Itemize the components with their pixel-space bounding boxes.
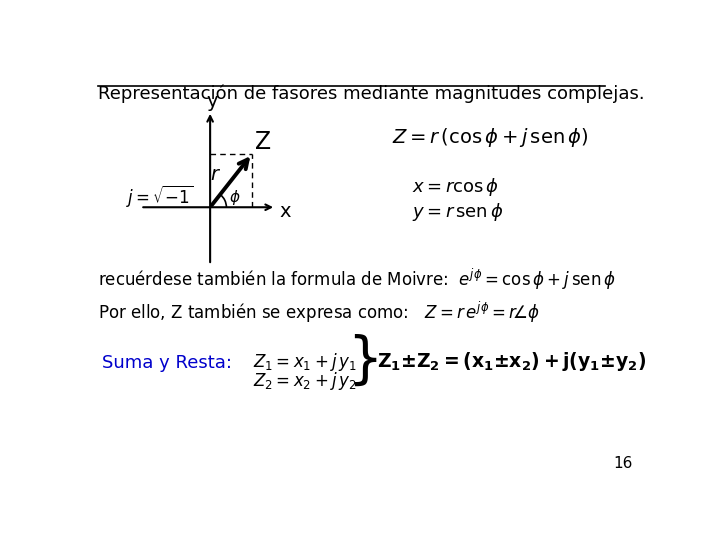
Text: r: r bbox=[211, 165, 219, 184]
Text: Z: Z bbox=[255, 130, 271, 154]
Text: x: x bbox=[280, 201, 292, 221]
Text: $Z_2 = x_2 + j\,y_2$: $Z_2 = x_2 + j\,y_2$ bbox=[253, 370, 356, 393]
Text: 16: 16 bbox=[613, 456, 632, 471]
Text: recuérdese también la formula de Moivre:  $e^{j\phi} = \cos\phi + j\,\mathrm{sen: recuérdese también la formula de Moivre:… bbox=[98, 267, 616, 292]
Text: }: } bbox=[348, 334, 383, 388]
Text: $x = r\cos\phi$: $x = r\cos\phi$ bbox=[412, 177, 499, 198]
Text: $Z = r\,(\cos\phi + j\,\mathrm{sen}\,\phi)$: $Z = r\,(\cos\phi + j\,\mathrm{sen}\,\ph… bbox=[392, 126, 589, 150]
Text: Suma y Resta:: Suma y Resta: bbox=[102, 354, 232, 372]
Text: $\phi$: $\phi$ bbox=[229, 188, 240, 207]
Text: Por ello, Z también se expresa como:   $Z = r\,e^{j\phi} = r\!\angle\phi$: Por ello, Z también se expresa como: $Z … bbox=[98, 300, 540, 325]
Text: $j = \sqrt{-1}$: $j = \sqrt{-1}$ bbox=[127, 183, 194, 208]
Text: $y = r\,\mathrm{sen}\,\phi$: $y = r\,\mathrm{sen}\,\phi$ bbox=[412, 201, 503, 223]
Text: y: y bbox=[207, 92, 218, 111]
Text: $\mathbf{Z_1{\pm}Z_2{=}(x_1{\pm}x_2)+j(y_1{\pm}y_2)}$: $\mathbf{Z_1{\pm}Z_2{=}(x_1{\pm}x_2)+j(y… bbox=[377, 350, 646, 373]
Text: Representación de fasores mediante magnitudes complejas.: Representación de fasores mediante magni… bbox=[98, 84, 644, 103]
Text: $Z_1 = x_1 + j\,y_1$: $Z_1 = x_1 + j\,y_1$ bbox=[253, 351, 356, 373]
